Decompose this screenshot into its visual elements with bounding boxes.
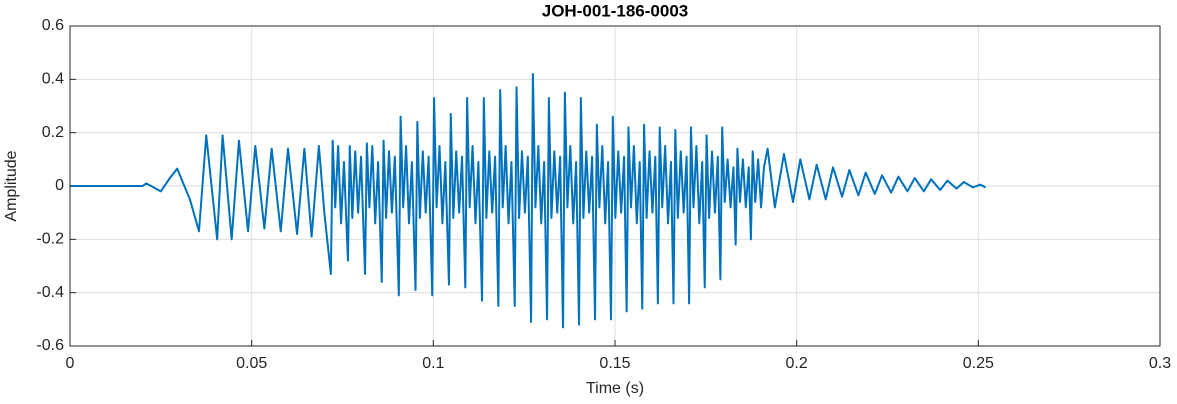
- x-tick-label: 0.25: [963, 355, 994, 372]
- x-tick-label: 0.3: [1149, 355, 1171, 372]
- x-tick-label: 0.05: [236, 355, 267, 372]
- x-tick-label: 0.1: [422, 355, 444, 372]
- chart-title: JOH-001-186-0003: [542, 1, 688, 20]
- y-tick-label: -0.2: [36, 231, 64, 248]
- axes-box: [69, 25, 1161, 347]
- y-tick-label: 0.2: [42, 124, 64, 141]
- x-tick-label: 0: [66, 355, 75, 372]
- y-tick-label: 0.6: [42, 17, 64, 34]
- y-axis-label: Amplitude: [3, 150, 20, 221]
- x-tick-label: 0.2: [786, 355, 808, 372]
- x-tick-label: 0.15: [599, 355, 630, 372]
- y-tick-label: 0.4: [42, 71, 64, 88]
- y-tick-label: 0: [55, 177, 64, 194]
- y-tick-label: -0.6: [36, 337, 64, 354]
- y-tick-label: -0.4: [36, 284, 64, 301]
- waveform: [70, 73, 987, 329]
- x-axis-label: Time (s): [586, 380, 644, 397]
